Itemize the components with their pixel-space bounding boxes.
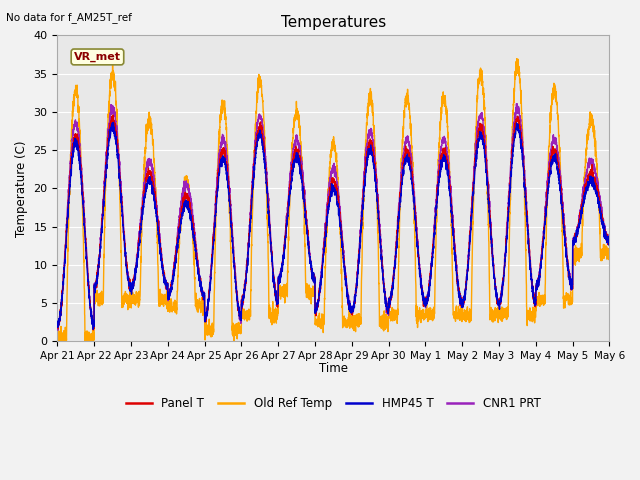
X-axis label: Time: Time [319, 362, 348, 375]
Title: Temperatures: Temperatures [281, 15, 386, 30]
Legend: Panel T, Old Ref Temp, HMP45 T, CNR1 PRT: Panel T, Old Ref Temp, HMP45 T, CNR1 PRT [121, 392, 545, 415]
Y-axis label: Temperature (C): Temperature (C) [15, 140, 28, 237]
Text: VR_met: VR_met [74, 52, 121, 62]
Text: No data for f_AM25T_ref: No data for f_AM25T_ref [6, 12, 132, 23]
